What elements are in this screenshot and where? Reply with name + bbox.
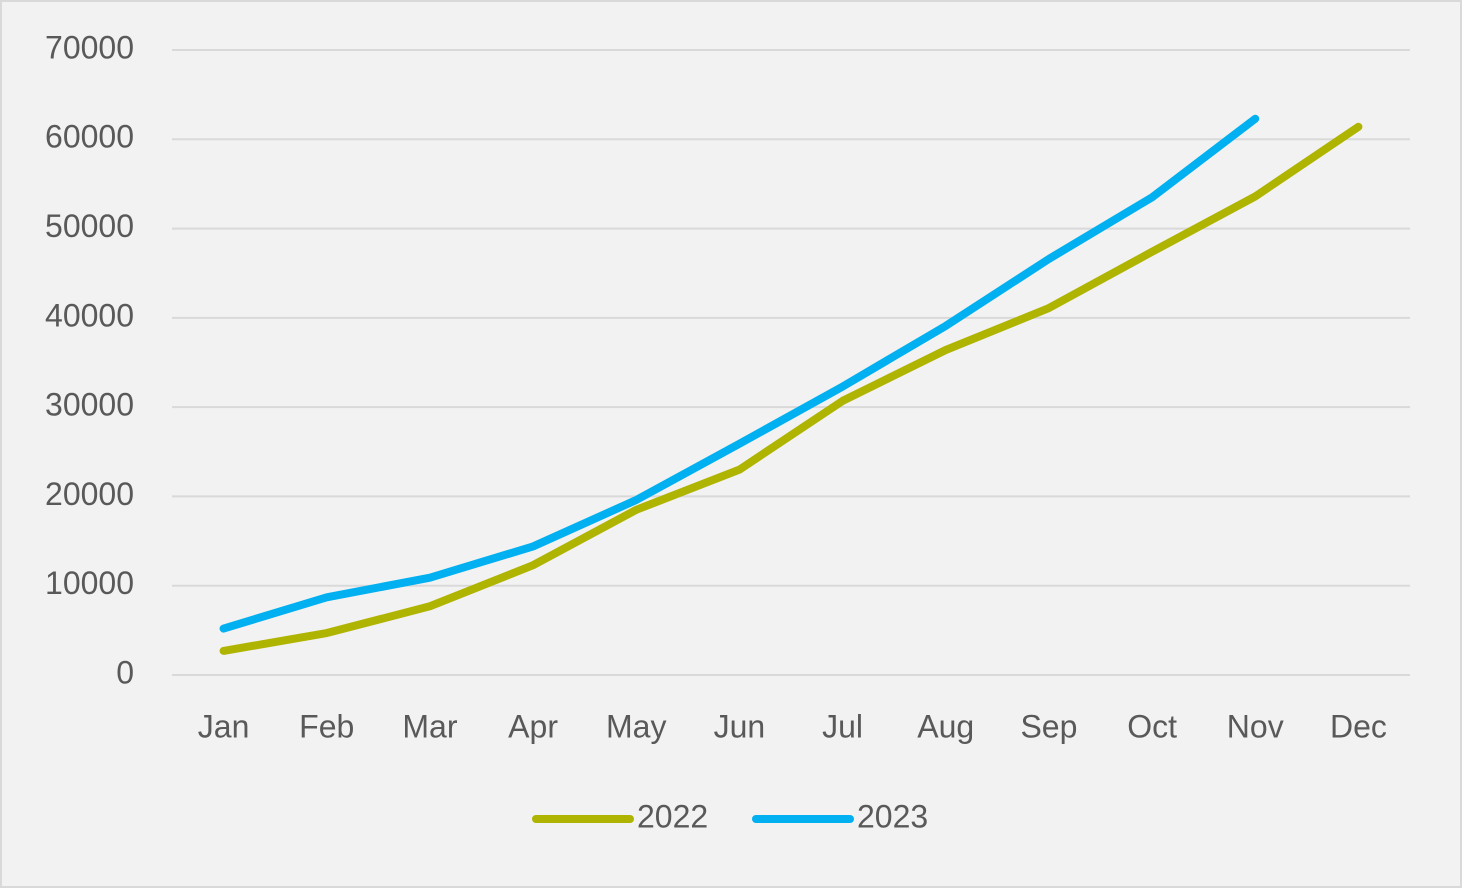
x-tick-label: Nov (1227, 708, 1284, 744)
legend-label: 2023 (857, 798, 928, 834)
x-tick-label: Feb (299, 708, 354, 744)
x-tick-label: Apr (508, 708, 558, 744)
x-tick-label: Mar (402, 708, 457, 744)
y-tick-label: 40000 (45, 297, 134, 333)
x-tick-label: Dec (1330, 708, 1387, 744)
y-tick-label: 20000 (45, 476, 134, 512)
x-tick-label: Aug (917, 708, 974, 744)
y-tick-label: 10000 (45, 565, 134, 601)
y-tick-label: 30000 (45, 387, 134, 423)
x-tick-label: Jun (714, 708, 766, 744)
x-tick-label: Oct (1127, 708, 1177, 744)
y-tick-label: 60000 (45, 119, 134, 155)
series-line (219, 114, 1260, 633)
series-line (219, 122, 1363, 655)
x-tick-label: Sep (1020, 708, 1077, 744)
y-tick-label: 50000 (45, 208, 134, 244)
x-tick-label: May (606, 708, 666, 744)
y-tick-label: 0 (116, 654, 134, 690)
legend-label: 2022 (637, 798, 708, 834)
y-tick-label: 70000 (45, 29, 134, 65)
x-tick-label: Jan (198, 708, 250, 744)
x-tick-label: Jul (822, 708, 863, 744)
